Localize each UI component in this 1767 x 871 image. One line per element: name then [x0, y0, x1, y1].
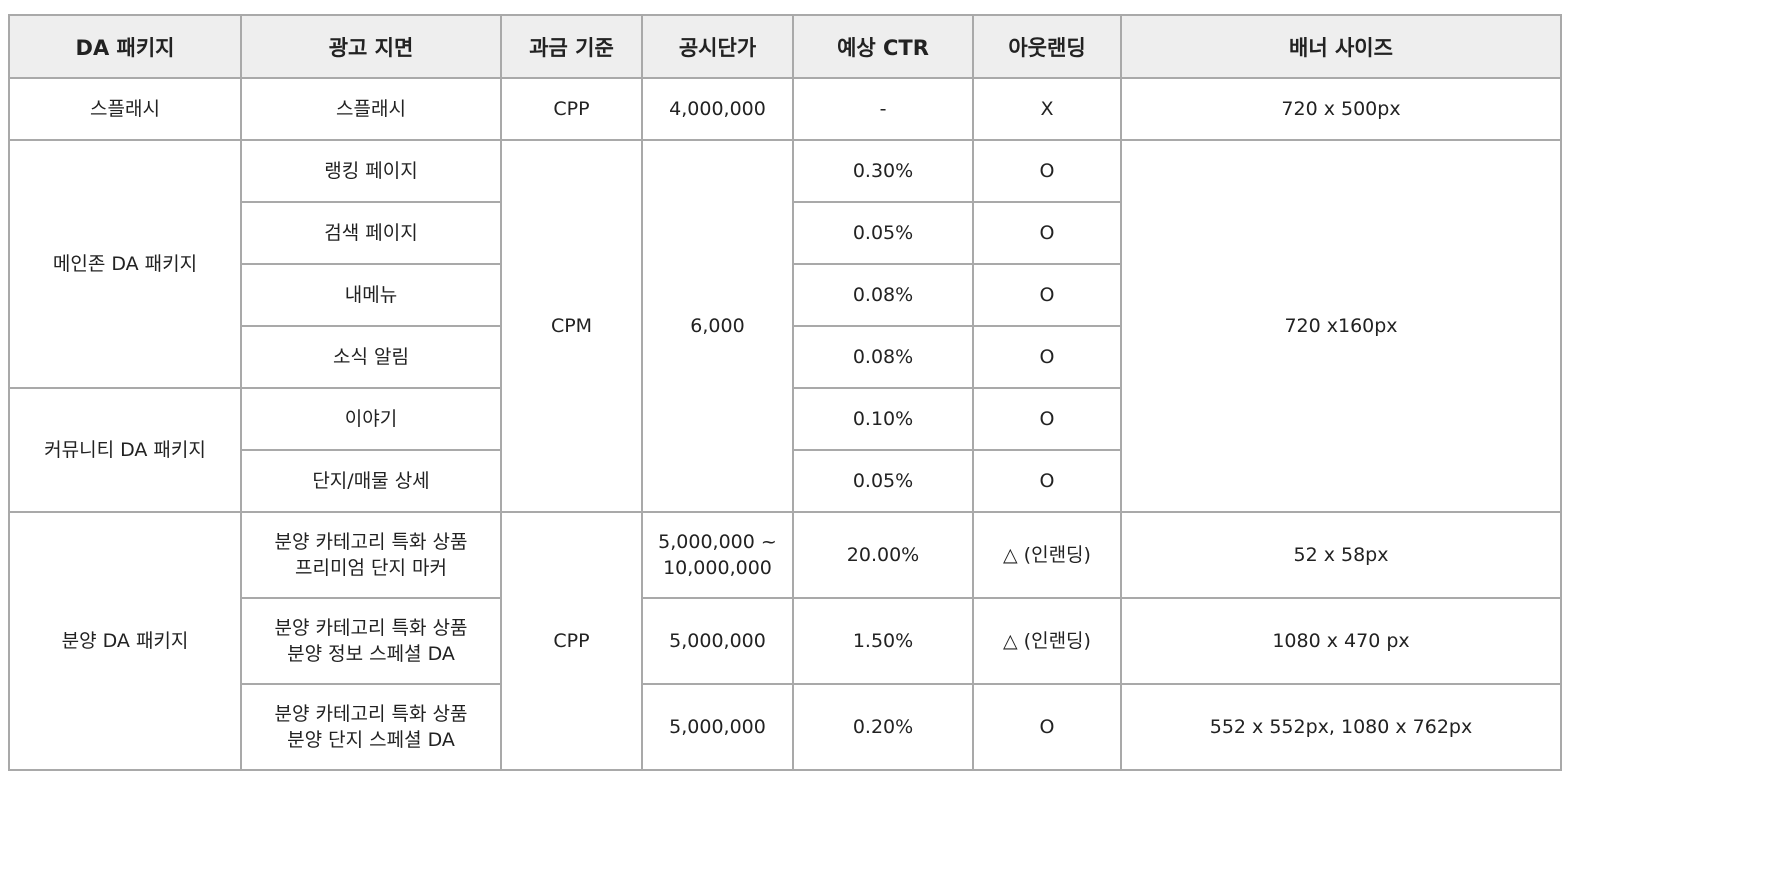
table-row: 단지/매물 상세 0.05% O — [9, 449, 1561, 513]
package-cell: 메인존 DA 패키지 — [8, 139, 242, 389]
billing-cell: CPM — [500, 139, 643, 513]
header-package: DA 패키지 — [8, 14, 242, 79]
da-package-table: DA 패키지 광고 지면 과금 기준 공시단가 예상 CTR 아웃랜딩 배너 사… — [8, 14, 1562, 771]
outlanding-cell: O — [972, 201, 1122, 265]
package-cell: 스플래시 — [8, 77, 242, 141]
placement-cell: 랭킹 페이지 — [240, 139, 502, 203]
header-outlanding: 아웃랜딩 — [972, 14, 1122, 79]
placement-cell: 분양 카테고리 특화 상품 분양 정보 스페셜 DA — [240, 597, 502, 685]
outlanding-cell: △ (인랜딩) — [972, 597, 1122, 685]
outlanding-cell: O — [972, 683, 1122, 771]
table-row: 분양 카테고리 특화 상품 분양 정보 스페셜 DA 5,000,000 1.5… — [9, 597, 1562, 685]
banner-size-cell: 720 x160px — [1120, 139, 1562, 513]
placement-cell: 이야기 — [240, 387, 502, 451]
billing-cell: CPP — [500, 511, 643, 771]
header-price: 공시단가 — [641, 14, 794, 79]
ctr-cell: 0.10% — [792, 387, 974, 451]
placement-line: 분양 단지 스페셜 DA — [287, 729, 455, 751]
ctr-cell: 0.30% — [792, 139, 974, 203]
ctr-cell: 0.20% — [792, 683, 974, 771]
table-row: 내메뉴 0.08% O — [9, 263, 1561, 327]
placement-line: 분양 정보 스페셜 DA — [287, 643, 455, 665]
outlanding-cell: O — [972, 387, 1122, 451]
price-cell: 6,000 — [641, 139, 794, 513]
outlanding-cell: O — [972, 139, 1122, 203]
ctr-cell: 1.50% — [792, 597, 974, 685]
price-line: 10,000,000 — [663, 557, 772, 579]
banner-size-cell: 52 x 58px — [1120, 511, 1562, 599]
placement-cell: 내메뉴 — [240, 263, 502, 327]
table-row: 메인존 DA 패키지 랭킹 페이지 CPM 6,000 0.30% O 720 … — [8, 139, 1562, 513]
price-cell: 5,000,000 — [641, 597, 794, 685]
package-cell: 분양 DA 패키지 — [8, 511, 242, 771]
table-row: 스플래시 스플래시 CPP 4,000,000 - X 720 x 500px — [8, 77, 1562, 141]
outlanding-cell: O — [972, 449, 1122, 513]
header-banner-size: 배너 사이즈 — [1120, 14, 1562, 79]
outlanding-cell: X — [972, 77, 1122, 141]
placement-line: 프리미엄 단지 마커 — [295, 557, 447, 579]
header-placement: 광고 지면 — [240, 14, 502, 79]
header-row: DA 패키지 광고 지면 과금 기준 공시단가 예상 CTR 아웃랜딩 배너 사… — [8, 14, 1562, 79]
placement-line: 분양 카테고리 특화 상품 — [274, 703, 468, 725]
placement-cell: 검색 페이지 — [240, 201, 502, 265]
table-row: 검색 페이지 0.05% O — [9, 201, 1561, 265]
price-cell: 4,000,000 — [641, 77, 794, 141]
header-billing: 과금 기준 — [500, 14, 643, 79]
outlanding-cell: O — [972, 325, 1122, 389]
placement-cell: 분양 카테고리 특화 상품 프리미엄 단지 마커 — [240, 511, 502, 599]
placement-cell: 소식 알림 — [240, 325, 502, 389]
package-cell: 커뮤니티 DA 패키지 — [8, 387, 242, 513]
banner-size-cell: 1080 x 470 px — [1120, 597, 1562, 685]
ctr-cell: 0.05% — [792, 449, 974, 513]
placement-line: 분양 카테고리 특화 상품 — [274, 531, 468, 553]
placement-cell: 스플래시 — [240, 77, 502, 141]
banner-size-cell: 552 x 552px, 1080 x 762px — [1120, 683, 1562, 771]
outlanding-cell: △ (인랜딩) — [972, 511, 1122, 599]
outlanding-cell: O — [972, 263, 1122, 327]
table-row: 분양 카테고리 특화 상품 분양 단지 스페셜 DA 5,000,000 0.2… — [9, 683, 1562, 771]
ctr-cell: - — [792, 77, 974, 141]
table-row: 소식 알림 0.08% O — [9, 325, 1561, 389]
billing-cell: CPP — [500, 77, 643, 141]
ctr-cell: 20.00% — [792, 511, 974, 599]
price-line: 5,000,000 ~ — [658, 531, 777, 553]
table-row: 커뮤니티 DA 패키지 이야기 0.10% O — [8, 387, 1561, 513]
price-cell: 5,000,000 — [641, 683, 794, 771]
placement-cell: 단지/매물 상세 — [240, 449, 502, 513]
table-row: 분양 DA 패키지 분양 카테고리 특화 상품 프리미엄 단지 마커 CPP 5… — [8, 511, 1562, 771]
placement-cell: 분양 카테고리 특화 상품 분양 단지 스페셜 DA — [240, 683, 502, 771]
ctr-cell: 0.08% — [792, 325, 974, 389]
ctr-cell: 0.05% — [792, 201, 974, 265]
ctr-cell: 0.08% — [792, 263, 974, 327]
banner-size-cell: 720 x 500px — [1120, 77, 1562, 141]
price-cell: 5,000,000 ~ 10,000,000 — [641, 511, 794, 599]
placement-line: 분양 카테고리 특화 상품 — [274, 617, 468, 639]
header-ctr: 예상 CTR — [792, 14, 974, 79]
